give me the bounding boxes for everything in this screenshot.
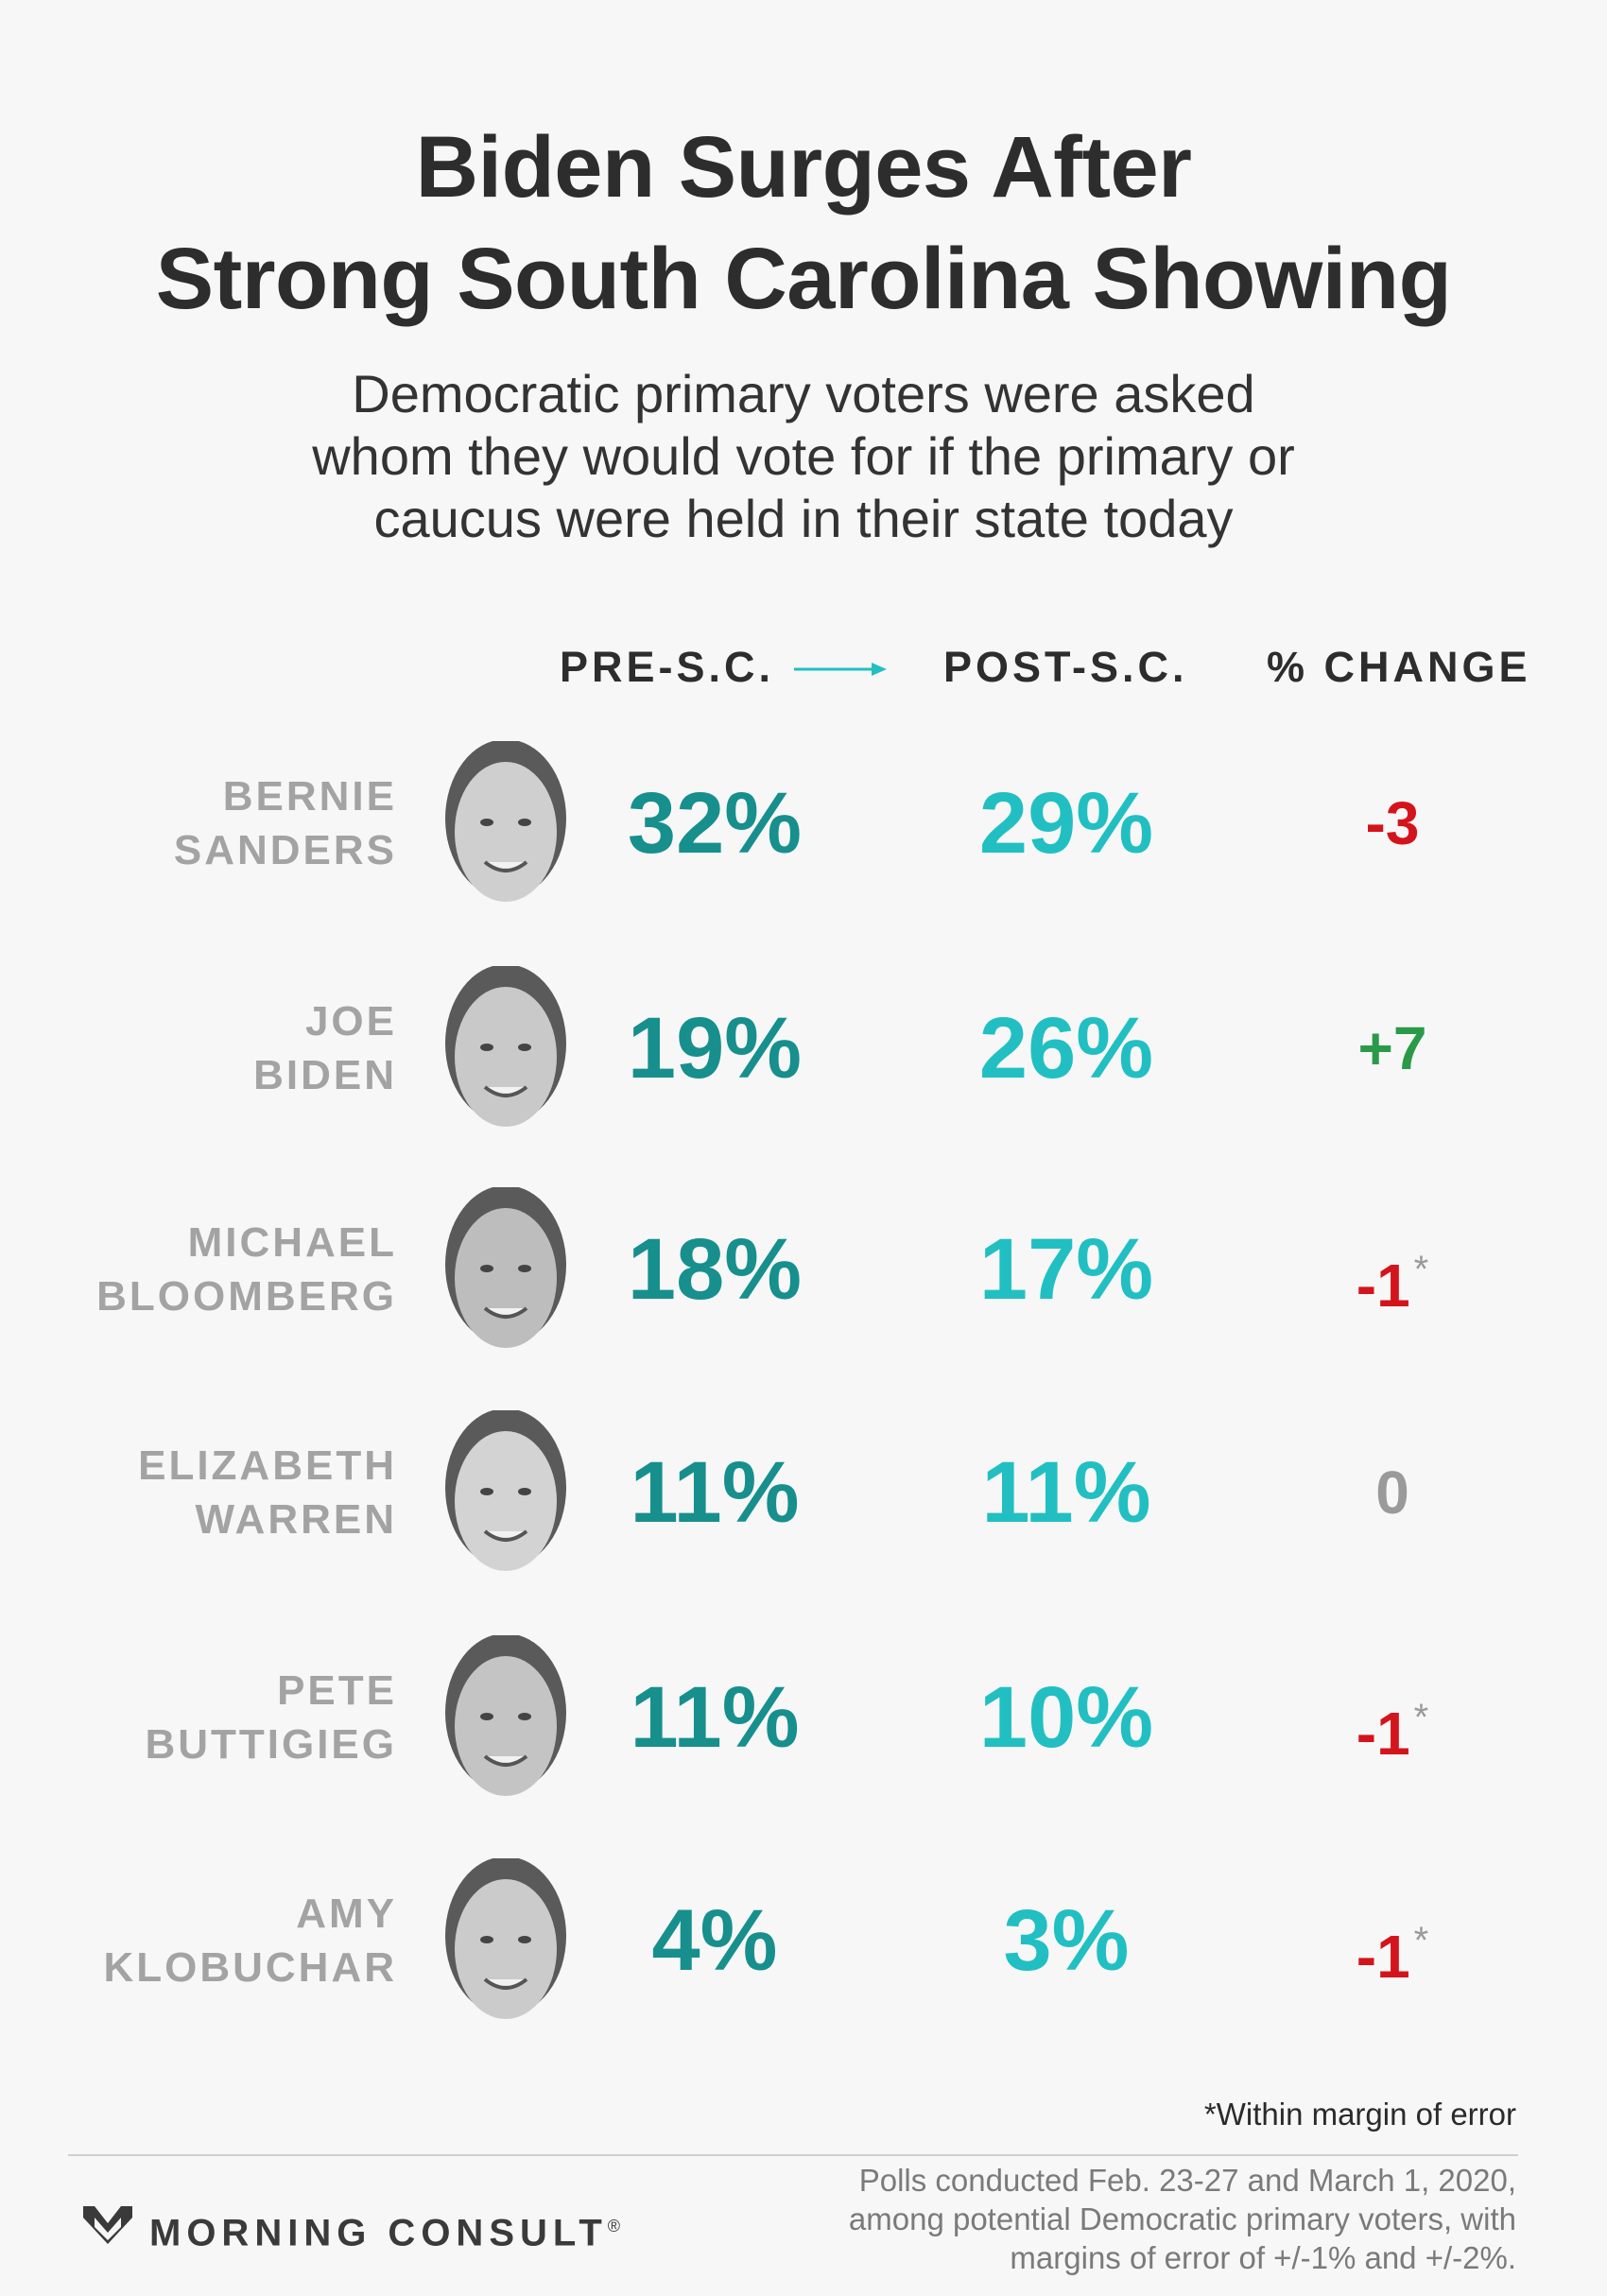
candidate-last-name: BUTTIGIEG [145,1721,397,1768]
pre-sc-value: 19% [627,1000,803,1096]
right-arrow-icon [794,663,887,676]
candidate-first-name: PETE [277,1667,397,1714]
candidate-portrait [445,966,566,1127]
candidate-row: MICHAEL BLOOMBERG 18% 17% -1 * [0,1187,1607,1424]
candidate-first-name: BERNIE [222,773,397,820]
post-sc-value: 10% [978,1669,1154,1766]
change-number: +7 [1357,1014,1427,1082]
candidate-name: AMY KLOBUCHAR [103,1887,397,1994]
column-header-pre: PRE-S.C. [560,643,775,691]
margin-of-error-asterisk: * [1413,1920,1429,1961]
candidate-name: BERNIE SANDERS [174,769,397,877]
candidate-last-name: SANDERS [173,827,397,873]
candidate-last-name: WARREN [195,1496,397,1543]
candidate-row: ELIZABETH WARREN 11% 11% 0 [0,1410,1607,1647]
source-note: Polls conducted Feb. 23-27 and March 1, … [849,2161,1516,2277]
column-header-change: % CHANGE [1267,643,1531,691]
candidate-name: JOE BIDEN [253,994,397,1102]
change-value: 0 [1303,1448,1482,1537]
divider [68,2154,1518,2156]
pre-sc-value: 32% [627,775,803,872]
candidate-portrait [445,1410,566,1571]
source-line-2: among potential Democratic primary voter… [848,2201,1516,2236]
candidate-row: PETE BUTTIGIEG 11% 10% -1 * [0,1635,1607,1872]
change-number: -1 [1356,1700,1410,1768]
title-line-2: Strong South Carolina Showing [155,231,1452,327]
candidate-last-name: BIDEN [253,1052,397,1098]
source-line-1: Polls conducted Feb. 23-27 and March 1, … [858,2163,1516,2198]
candidate-portrait [445,741,566,902]
post-sc-value: 29% [978,775,1154,872]
candidate-row: JOE BIDEN 19% 26% +7 [0,966,1607,1202]
change-value: -3 [1303,779,1482,868]
post-sc-value: 26% [978,1000,1154,1096]
post-sc-value: 17% [978,1221,1154,1318]
candidate-row: BERNIE SANDERS 32% 29% -3 [0,741,1607,977]
candidate-portrait [445,1858,566,2019]
pre-sc-value: 4% [651,1892,778,1989]
source-line-3: margins of error of +/-1% and +/-2%. [1010,2240,1516,2275]
brand-text: MORNING CONSULT [149,2212,608,2254]
candidate-name: MICHAEL BLOOMBERG [96,1216,397,1323]
candidate-first-name: AMY [296,1890,397,1937]
candidate-name: ELIZABETH WARREN [138,1439,397,1546]
brand-name: MORNING CONSULT® [149,2202,620,2256]
change-value: -1 * [1303,1673,1482,1778]
candidate-last-name: KLOBUCHAR [103,1944,397,1991]
change-number: -1 [1356,1252,1410,1320]
candidate-name: PETE BUTTIGIEG [145,1664,397,1771]
change-number: -1 [1356,1923,1410,1991]
margin-of-error-asterisk: * [1413,1697,1429,1738]
chart-title: Biden Surges After Strong South Carolina… [0,112,1607,335]
margin-of-error-asterisk: * [1413,1249,1429,1290]
footnote: *Within margin of error [1203,2097,1516,2132]
title-line-1: Biden Surges After [415,119,1192,216]
morning-consult-logo-icon [83,2206,132,2244]
pre-sc-value: 18% [627,1221,803,1318]
post-sc-value: 3% [1003,1892,1130,1989]
candidate-portrait [445,1187,566,1348]
change-value: -1 * [1303,1896,1482,2001]
subtitle-line-1: Democratic primary voters were asked [352,364,1255,423]
subtitle-line-3: caucus were held in their state today [373,489,1234,548]
post-sc-value: 11% [981,1444,1151,1541]
candidate-row: AMY KLOBUCHAR 4% 3% -1 * [0,1858,1607,2095]
candidate-last-name: BLOOMBERG [96,1273,397,1320]
change-value: -1 * [1303,1225,1482,1330]
chart-subtitle: Democratic primary voters were asked who… [0,363,1607,550]
registered-mark: ® [607,2217,621,2236]
candidate-portrait [445,1635,566,1796]
column-header-post: POST-S.C. [943,643,1188,691]
change-number: -3 [1365,789,1420,857]
pre-sc-value: 11% [630,1669,800,1766]
candidate-first-name: JOE [304,998,397,1044]
change-number: 0 [1375,1459,1409,1527]
candidate-first-name: MICHAEL [187,1219,397,1266]
candidate-first-name: ELIZABETH [138,1442,397,1489]
change-value: +7 [1303,1004,1482,1093]
pre-sc-value: 11% [630,1444,800,1541]
subtitle-line-2: whom they would vote for if the primary … [312,426,1295,486]
